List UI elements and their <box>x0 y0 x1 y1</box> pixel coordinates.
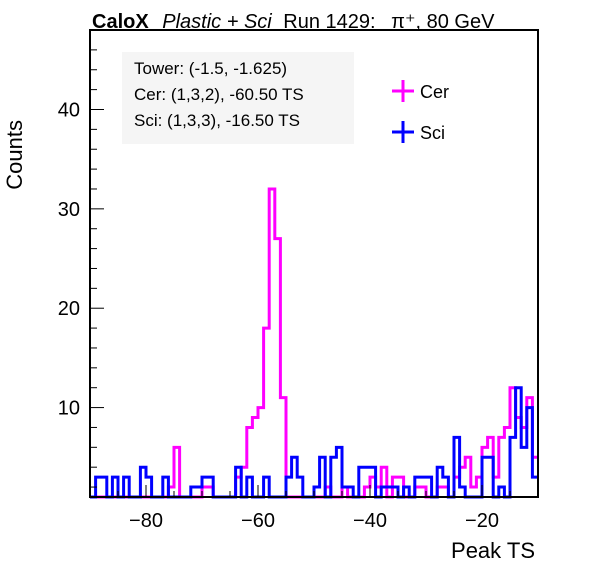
y-axis-label: Counts <box>2 120 27 190</box>
title-run: Run 1429: <box>283 11 375 33</box>
series-cer-line <box>90 187 538 499</box>
y-tick-label: 40 <box>58 99 80 121</box>
title-italic: Plastic + Sci <box>162 11 272 33</box>
title-particle: π⁺, 80 GeV <box>391 11 495 33</box>
legend: Cer Sci <box>392 80 449 143</box>
y-tick-label: 20 <box>58 298 80 320</box>
annotation-cer: Cer: (1,3,2), -60.50 TS <box>134 85 304 104</box>
annotation-sci: Sci: (1,3,3), -16.50 TS <box>134 111 300 130</box>
x-tick-label: −40 <box>353 510 387 532</box>
x-tick-label: −20 <box>465 510 499 532</box>
x-tick-label: −60 <box>241 510 275 532</box>
legend-label-sci: Sci <box>420 123 445 143</box>
y-tick-label: 30 <box>58 199 80 221</box>
x-tick-label: −80 <box>129 510 163 532</box>
legend-marker-sci <box>392 121 414 143</box>
x-axis-label: Peak TS <box>451 538 535 563</box>
title-bold: CaloX <box>92 11 149 33</box>
series-sci-line <box>90 386 538 499</box>
legend-marker-cer <box>392 80 414 102</box>
annotation-box <box>122 52 354 144</box>
chart-title: CaloX Plastic + Sci Run 1429: π⁺, 80 GeV <box>92 11 495 33</box>
annotation-tower: Tower: (-1.5, -1.625) <box>134 59 287 78</box>
legend-label-cer: Cer <box>420 82 449 102</box>
y-tick-label: 10 <box>58 398 80 420</box>
ticks-layer: −80 −60 −40 −20 10 20 30 40 <box>58 29 539 532</box>
series-layer <box>90 187 538 499</box>
